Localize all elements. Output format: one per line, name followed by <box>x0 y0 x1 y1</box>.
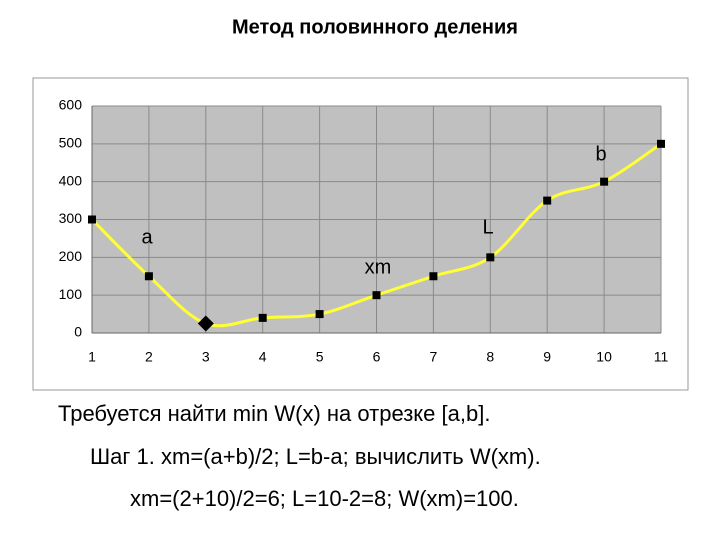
annotation: b <box>595 143 606 165</box>
x-tick-label: 3 <box>202 349 210 365</box>
x-tick-label: 11 <box>654 349 669 365</box>
x-tick-label: 4 <box>259 349 267 365</box>
y-tick-label: 400 <box>59 172 83 188</box>
y-tick-label: 500 <box>59 135 83 151</box>
annotation: L <box>482 216 493 238</box>
data-marker <box>197 315 214 332</box>
data-marker <box>258 313 267 322</box>
y-tick-label: 600 <box>59 97 83 113</box>
y-tick-label: 0 <box>74 324 82 340</box>
x-tick-label: 1 <box>88 349 96 365</box>
data-marker <box>88 215 96 224</box>
data-marker <box>372 291 381 300</box>
data-marker <box>486 253 495 262</box>
data-marker <box>315 310 324 319</box>
y-tick-label: 300 <box>59 210 83 226</box>
data-marker <box>429 272 438 281</box>
slide-title: Метод половинного деления <box>232 16 518 38</box>
x-tick-label: 10 <box>596 349 612 365</box>
text-line: xm=(2+10)/2=6; L=10-2=8; W(xm)=100. <box>130 486 519 511</box>
text-line: Шаг 1. xm=(a+b)/2; L=b-a; вычислить W(xm… <box>90 444 541 469</box>
x-tick-label: 9 <box>543 349 551 365</box>
data-marker <box>543 196 552 205</box>
x-tick-label: 2 <box>145 349 153 365</box>
data-marker <box>657 139 665 148</box>
x-tick-label: 5 <box>316 349 324 365</box>
annotation: xm <box>365 256 392 278</box>
y-tick-label: 200 <box>59 248 83 264</box>
text-line: Требуется найти min W(x) на отрезке [a,b… <box>58 401 490 426</box>
data-marker <box>600 177 609 186</box>
x-tick-label: 7 <box>430 349 438 365</box>
x-tick-label: 6 <box>373 349 381 365</box>
x-tick-label: 8 <box>486 349 494 365</box>
annotation: a <box>141 226 153 248</box>
y-tick-label: 100 <box>59 286 83 302</box>
data-marker <box>144 272 153 281</box>
